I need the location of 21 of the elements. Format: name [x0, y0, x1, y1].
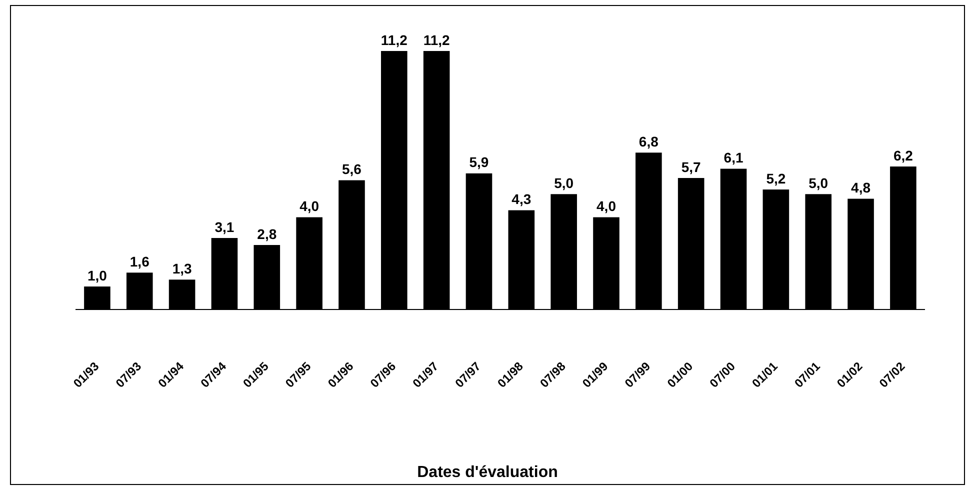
data-label: 5,0: [554, 175, 574, 192]
data-label: 6,1: [724, 150, 744, 166]
data-label: 5,9: [469, 154, 489, 170]
data-label: 1,0: [87, 267, 108, 284]
x-axis-title: Dates d'évaluation: [416, 464, 559, 482]
data-label: 11,2: [423, 32, 450, 48]
data-label: 5,6: [342, 161, 362, 178]
data-label: 11,2: [380, 32, 408, 48]
data-label: 4,8: [851, 180, 871, 196]
data-label: 4,3: [512, 191, 532, 208]
data-label: 3,1: [214, 218, 234, 235]
data-label: 4,0: [596, 198, 616, 214]
data-label: 5,2: [766, 170, 786, 186]
data-label: 2,8: [257, 226, 277, 242]
data-label: 1,3: [172, 260, 192, 276]
data-label: 5,0: [808, 175, 828, 192]
data-label: 6,2: [893, 147, 914, 164]
data-label: 1,6: [130, 254, 150, 270]
data-label: 4,0: [300, 198, 320, 214]
data-label: 6,8: [638, 133, 659, 150]
data-label: 5,7: [681, 158, 702, 175]
